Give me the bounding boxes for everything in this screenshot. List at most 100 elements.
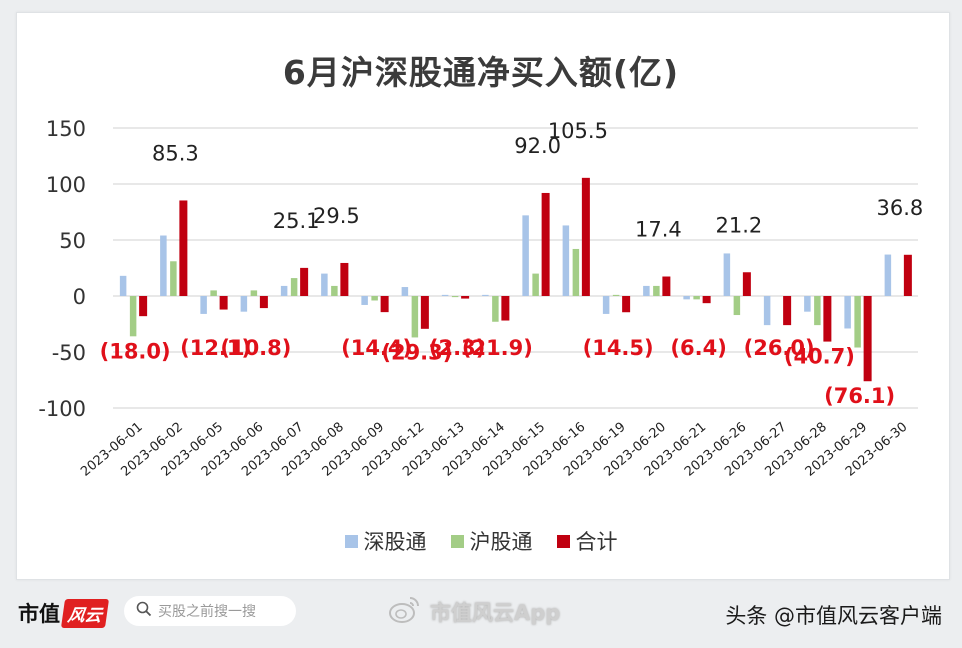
bar-total bbox=[783, 296, 792, 326]
bar-shanghai bbox=[129, 296, 137, 337]
y-tick-label: -100 bbox=[38, 397, 86, 421]
bar-shanghai bbox=[371, 296, 378, 301]
search-placeholder: 买股之前搜一搜 bbox=[158, 604, 256, 620]
bar-shanghai bbox=[653, 285, 660, 296]
data-label: (14.4) bbox=[341, 336, 412, 360]
data-labels: (18.0) 85.3 (12.1)(10.8) 25.129.5 (14.4)(29.… bbox=[100, 119, 924, 408]
bar-shenzhen bbox=[119, 275, 127, 296]
bar-total bbox=[420, 296, 429, 329]
legend-item-shanghai-connect: 沪股通 bbox=[450, 526, 533, 556]
chart-title: 6月沪深股通净买入额(亿) bbox=[282, 53, 680, 92]
bar-shenzhen bbox=[562, 225, 570, 296]
bar-shenzhen bbox=[361, 296, 368, 305]
data-label: 92.0 bbox=[514, 134, 561, 158]
brand-badge: 风云 bbox=[60, 598, 110, 628]
bar-shenzhen bbox=[602, 296, 610, 314]
bar-shenzhen bbox=[723, 253, 731, 296]
weibo-watermark: 市值风云App bbox=[388, 594, 560, 629]
bar-total bbox=[863, 296, 872, 382]
bar-shenzhen bbox=[643, 285, 650, 296]
bar-shanghai bbox=[331, 285, 338, 296]
bar-total bbox=[742, 272, 751, 296]
bar-total bbox=[380, 296, 389, 313]
weibo-icon bbox=[388, 594, 422, 629]
bar-total bbox=[259, 296, 268, 309]
y-tick-label: 50 bbox=[59, 229, 86, 253]
data-label: 36.8 bbox=[876, 196, 923, 220]
bar-shanghai bbox=[250, 290, 258, 296]
bar-shanghai bbox=[814, 296, 821, 326]
y-tick-label: -50 bbox=[52, 341, 86, 365]
bar-total bbox=[179, 200, 188, 296]
footer-bar: 市值 风云 买股之前搜一搜 市值风云App 头条 @市值风云客户端 bbox=[0, 590, 962, 638]
bar-shanghai bbox=[170, 261, 177, 296]
data-label: (21.9) bbox=[462, 336, 533, 360]
data-label: (40.7) bbox=[784, 345, 855, 369]
bar-shenzhen bbox=[160, 235, 167, 296]
data-label: (76.1) bbox=[824, 384, 895, 408]
data-label: 21.2 bbox=[715, 213, 762, 237]
data-label: (18.0) bbox=[100, 339, 171, 363]
weibo-text: 市值风云App bbox=[430, 600, 561, 625]
data-label: 85.3 bbox=[152, 141, 199, 165]
chart-legend: 深股通 沪股通 合计 bbox=[0, 526, 962, 556]
bar-shanghai bbox=[854, 296, 861, 348]
bar-total bbox=[581, 177, 590, 296]
bar-shanghai bbox=[733, 296, 741, 316]
source-attribution: 头条 @市值风云客户端 bbox=[725, 604, 942, 628]
data-label: (29.3) bbox=[381, 340, 452, 364]
legend-swatch-green bbox=[450, 534, 464, 548]
data-label: 17.4 bbox=[635, 218, 682, 242]
bar-shenzhen bbox=[763, 296, 771, 326]
bar-shenzhen bbox=[401, 287, 409, 296]
bar-shenzhen bbox=[240, 296, 248, 312]
search-icon bbox=[136, 601, 152, 621]
brand-logo[interactable]: 市值 风云 bbox=[18, 598, 110, 628]
data-label: 25.1 bbox=[273, 209, 320, 233]
bar-total bbox=[139, 296, 148, 317]
bars bbox=[119, 177, 912, 382]
bar-total bbox=[541, 192, 550, 296]
y-tick-label: 0 bbox=[73, 285, 86, 309]
data-label: 29.5 bbox=[313, 204, 360, 228]
bar-total bbox=[501, 296, 510, 321]
legend-swatch-red bbox=[556, 534, 570, 548]
brand-text: 市值 bbox=[18, 602, 60, 626]
legend-label: 沪股通 bbox=[469, 530, 533, 554]
data-label: (10.8) bbox=[220, 336, 291, 360]
bar-shanghai bbox=[572, 248, 580, 296]
bar-total bbox=[823, 296, 832, 342]
bar-total bbox=[340, 262, 349, 296]
bar-total bbox=[461, 296, 470, 299]
bar-shanghai bbox=[411, 296, 419, 338]
y-tick-label: 100 bbox=[46, 173, 86, 197]
bar-total bbox=[662, 276, 671, 296]
search-input[interactable]: 买股之前搜一搜 bbox=[124, 596, 296, 626]
legend-item-total: 合计 bbox=[556, 526, 618, 556]
data-label: 105.5 bbox=[548, 119, 608, 143]
bar-shenzhen bbox=[683, 296, 690, 300]
bar-shenzhen bbox=[804, 296, 811, 312]
bar-total bbox=[903, 254, 912, 296]
bar-shenzhen bbox=[321, 273, 328, 296]
bar-shanghai bbox=[210, 290, 217, 296]
bar-shanghai bbox=[612, 294, 620, 296]
data-label: (14.5) bbox=[583, 336, 654, 360]
bar-shenzhen bbox=[482, 294, 489, 296]
bar-shanghai bbox=[492, 296, 499, 322]
legend-item-shenzhen-connect: 深股通 bbox=[344, 526, 427, 556]
data-label: (6.4) bbox=[670, 336, 726, 360]
y-tick-label: 150 bbox=[46, 117, 86, 141]
bar-total bbox=[219, 296, 228, 310]
legend-swatch-blue bbox=[344, 534, 358, 548]
bar-total bbox=[622, 296, 631, 313]
data-label: (2.3) bbox=[429, 336, 485, 360]
y-axis-labels: 150 100 50 0 -50 -100 bbox=[38, 117, 86, 421]
legend-label: 合计 bbox=[575, 530, 618, 554]
bar-total bbox=[702, 296, 711, 304]
bar-shanghai bbox=[451, 296, 459, 298]
data-label: (26.0) bbox=[744, 336, 815, 360]
bar-shenzhen bbox=[441, 294, 449, 296]
x-axis-labels: 2023-06-012023-06-022023-06-052023-06-06… bbox=[78, 420, 910, 480]
